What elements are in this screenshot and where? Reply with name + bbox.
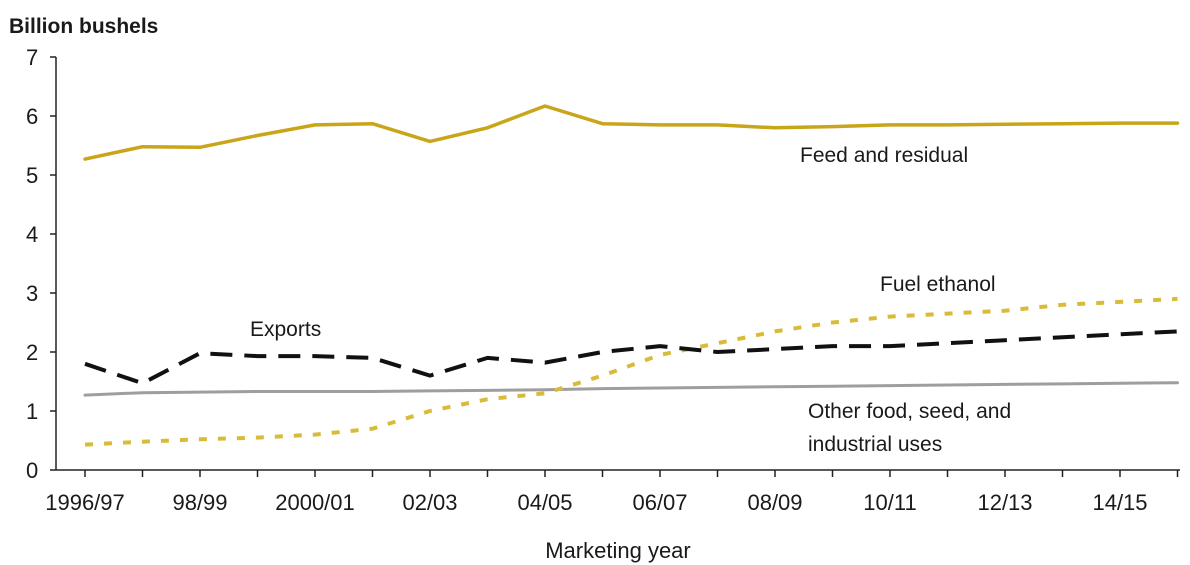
y-tick-label: 6 (26, 104, 38, 129)
annotation-fuel-ethanol: Fuel ethanol (880, 273, 996, 296)
x-tick-label: 1996/97 (45, 490, 125, 515)
series-layer (83, 104, 1180, 447)
y-axis: 0 1 2 3 4 5 6 7 (26, 45, 56, 483)
y-tick-label: 0 (26, 458, 38, 483)
x-axis-label: Marketing year (545, 538, 691, 563)
x-tick-label: 04/05 (517, 490, 572, 515)
y-tick-label: 1 (26, 399, 38, 424)
series-line-feed-and-residual (83, 104, 1180, 161)
y-tick-label: 2 (26, 340, 38, 365)
y-tick-label: 4 (26, 222, 38, 247)
y-tick-label: 7 (26, 45, 38, 70)
x-tick-label: 10/11 (863, 490, 916, 515)
x-tick-label: 98/99 (172, 490, 227, 515)
x-tick-label: 2000/01 (275, 490, 355, 515)
x-tick-label: 12/13 (977, 490, 1032, 515)
series-line-exports (84, 329, 1178, 386)
y-axis-label: Billion bushels (9, 15, 158, 38)
y-tick-label: 5 (26, 163, 38, 188)
annotation-other-food-line2: industrial uses (808, 433, 942, 456)
y-tick-label: 3 (26, 281, 38, 306)
x-tick-label: 06/07 (632, 490, 687, 515)
series-line-fuel-ethanol (84, 296, 1178, 447)
x-tick-label: 02/03 (402, 490, 457, 515)
x-axis: 1996/97 98/99 2000/01 02/03 04/05 06/07 08/09 1… (45, 470, 1179, 515)
x-tick-label: 08/09 (747, 490, 802, 515)
series-line-other-food-seed-and-industrial-uses (83, 381, 1179, 397)
annotation-feed-and-residual: Feed and residual (800, 144, 968, 167)
x-tick-label: 14/15 (1092, 490, 1147, 515)
annotation-exports: Exports (250, 318, 321, 341)
annotation-other-food-line1: Other food, seed, and (808, 400, 1011, 423)
